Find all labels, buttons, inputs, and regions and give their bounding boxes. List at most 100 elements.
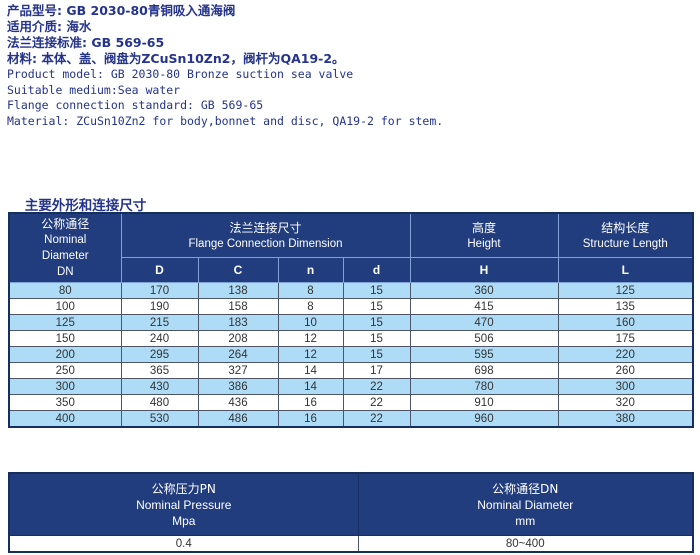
col-header-nominal-diameter-en1: Nominal bbox=[44, 234, 87, 246]
table-cell: 10 bbox=[277, 314, 344, 331]
pressure-value: 0.4 bbox=[8, 535, 359, 553]
dimension-table-header: 公称通径 Nominal Diameter DN 法兰连接尺寸 Flange C… bbox=[8, 212, 694, 283]
col-header-structure-length-en: Structure Length bbox=[582, 237, 668, 250]
table-cell: 506 bbox=[409, 330, 559, 347]
flange-standard-zh: 法兰连接标准: GB 569-65 bbox=[7, 35, 165, 50]
table-cell: 327 bbox=[197, 362, 279, 379]
table-cell: 15 bbox=[342, 282, 411, 299]
table-cell: 8 bbox=[277, 298, 344, 315]
table-cell: 300 bbox=[8, 378, 122, 395]
col-header-nominal-diameter-en2: Diameter bbox=[41, 250, 89, 262]
table-cell: 15 bbox=[342, 330, 411, 347]
table-cell: 158 bbox=[197, 298, 279, 315]
col-header-height: 高度 Height bbox=[409, 212, 559, 258]
table-cell: 240 bbox=[120, 330, 199, 347]
table-cell: 250 bbox=[8, 362, 122, 379]
diameter-value: 80~400 bbox=[357, 535, 694, 553]
table-cell: 135 bbox=[557, 298, 694, 315]
table-cell: 200 bbox=[8, 346, 122, 363]
table-cell: 170 bbox=[120, 282, 199, 299]
table-cell: 595 bbox=[409, 346, 559, 363]
col-header-nominal-diameter-dn-unit: mm bbox=[515, 513, 536, 528]
col-header-flange: 法兰连接尺寸 Flange Connection Dimension bbox=[120, 212, 411, 258]
table-row: 80 170 138 8 15 360 125 bbox=[8, 282, 694, 299]
col-header-nominal-diameter-sub: DN bbox=[56, 266, 74, 278]
material-en: Material: ZCuSn10Zn2 for body,bonnet and… bbox=[7, 113, 444, 128]
table-row: 400 530 486 16 22 960 380 bbox=[8, 410, 694, 428]
main-table-body: 80 170 138 8 15 360 125 100 190 158 8 15 415 135 125 21… bbox=[8, 282, 694, 428]
table-row: 125 215 183 10 15 470 160 bbox=[8, 314, 694, 331]
material-zh: 材料: 本体、盖、阀盘为ZCuSn10Zn2，阀杆为QA19-2。 bbox=[7, 51, 345, 66]
table-cell: 16 bbox=[277, 410, 344, 428]
subcol-H: H bbox=[409, 257, 559, 283]
dimension-table: 公称通径 Nominal Diameter DN 法兰连接尺寸 Flange C… bbox=[8, 212, 694, 428]
table-cell: 260 bbox=[557, 362, 694, 379]
product-model-en: Product model: GB 2030-80 Bronze suction… bbox=[7, 67, 354, 81]
col-header-structure-length-zh: 结构长度 bbox=[601, 220, 650, 235]
table-cell: 960 bbox=[409, 410, 559, 428]
table-cell: 360 bbox=[409, 282, 559, 299]
table-cell: 530 bbox=[120, 410, 199, 428]
product-info-block: 产品型号: GB 2030-80青铜吸入通海阀 适用介质: 海水 法兰连接标准:… bbox=[7, 3, 443, 129]
table-cell: 486 bbox=[197, 410, 279, 428]
table-cell: 320 bbox=[557, 394, 694, 411]
table-cell: 15 bbox=[342, 298, 411, 315]
table-cell: 350 bbox=[8, 394, 122, 411]
table-cell: 15 bbox=[342, 314, 411, 331]
table-cell: 125 bbox=[8, 314, 122, 331]
table-row: 150 240 208 12 15 506 175 bbox=[8, 330, 694, 347]
table-cell: 208 bbox=[197, 330, 279, 347]
table-cell: 470 bbox=[409, 314, 559, 331]
subcol-d: d bbox=[342, 257, 411, 283]
table-cell: 12 bbox=[277, 330, 344, 347]
table-cell: 780 bbox=[409, 378, 559, 395]
col-header-nominal-pressure-unit: Mpa bbox=[172, 513, 196, 528]
subcol-L: L bbox=[557, 257, 694, 283]
col-header-flange-en: Flange Connection Dimension bbox=[188, 237, 343, 250]
table-cell: 80 bbox=[8, 282, 122, 299]
table-cell: 430 bbox=[120, 378, 199, 395]
col-header-structure-length: 结构长度 Structure Length bbox=[557, 212, 694, 258]
table-cell: 190 bbox=[120, 298, 199, 315]
table-cell: 125 bbox=[557, 282, 694, 299]
table-cell: 22 bbox=[342, 378, 411, 395]
table-cell: 150 bbox=[8, 330, 122, 347]
table-cell: 12 bbox=[277, 346, 344, 363]
table-cell: 183 bbox=[197, 314, 279, 331]
table-cell: 8 bbox=[277, 282, 344, 299]
section-heading-zh: 主要外形和连接尺寸 bbox=[24, 198, 147, 214]
table-row: 100 190 158 8 15 415 135 bbox=[8, 298, 694, 315]
table-cell: 220 bbox=[557, 346, 694, 363]
table-cell: 175 bbox=[557, 330, 694, 347]
table-cell: 17 bbox=[342, 362, 411, 379]
suitable-medium-en: Suitable medium:Sea water bbox=[7, 82, 181, 97]
col-header-nominal-pressure-zh: 公称压力PN bbox=[151, 481, 216, 496]
table-cell: 14 bbox=[277, 378, 344, 395]
table-row: 200 295 264 12 15 595 220 bbox=[8, 346, 694, 363]
col-header-nominal-diameter-dn-zh: 公称通径DN bbox=[492, 481, 559, 496]
suitable-medium-zh: 适用介质: 海水 bbox=[7, 19, 92, 34]
col-header-nominal-diameter: 公称通径 Nominal Diameter DN bbox=[8, 212, 122, 283]
table-cell: 380 bbox=[557, 410, 694, 428]
table-cell: 386 bbox=[197, 378, 279, 395]
table-cell: 215 bbox=[120, 314, 199, 331]
table-cell: 264 bbox=[197, 346, 279, 363]
table-cell: 15 bbox=[342, 346, 411, 363]
table-cell: 160 bbox=[557, 314, 694, 331]
col-header-flange-zh: 法兰连接尺寸 bbox=[229, 220, 302, 235]
table-cell: 100 bbox=[8, 298, 122, 315]
table-cell: 295 bbox=[120, 346, 199, 363]
table-cell: 480 bbox=[120, 394, 199, 411]
col-header-nominal-pressure-en: Nominal Pressure bbox=[136, 497, 232, 512]
subcol-C: C bbox=[197, 257, 279, 283]
col-header-height-zh: 高度 bbox=[471, 220, 496, 235]
col-header-nominal-diameter-dn-en: Nominal Diameter bbox=[477, 497, 574, 512]
flange-standard-en: Flange connection standard: GB 569-65 bbox=[7, 98, 264, 112]
table-row: 250 365 327 14 17 698 260 bbox=[8, 362, 694, 379]
subcol-n: n bbox=[277, 257, 344, 283]
col-header-nominal-diameter-zh: 公称通径 bbox=[41, 217, 90, 231]
pressure-diameter-table: 公称压力PN Nominal Pressure Mpa 公称通径DN Nomin… bbox=[8, 472, 694, 553]
product-model-zh: 产品型号: GB 2030-80青铜吸入通海阀 bbox=[7, 3, 236, 18]
table-cell: 436 bbox=[197, 394, 279, 411]
